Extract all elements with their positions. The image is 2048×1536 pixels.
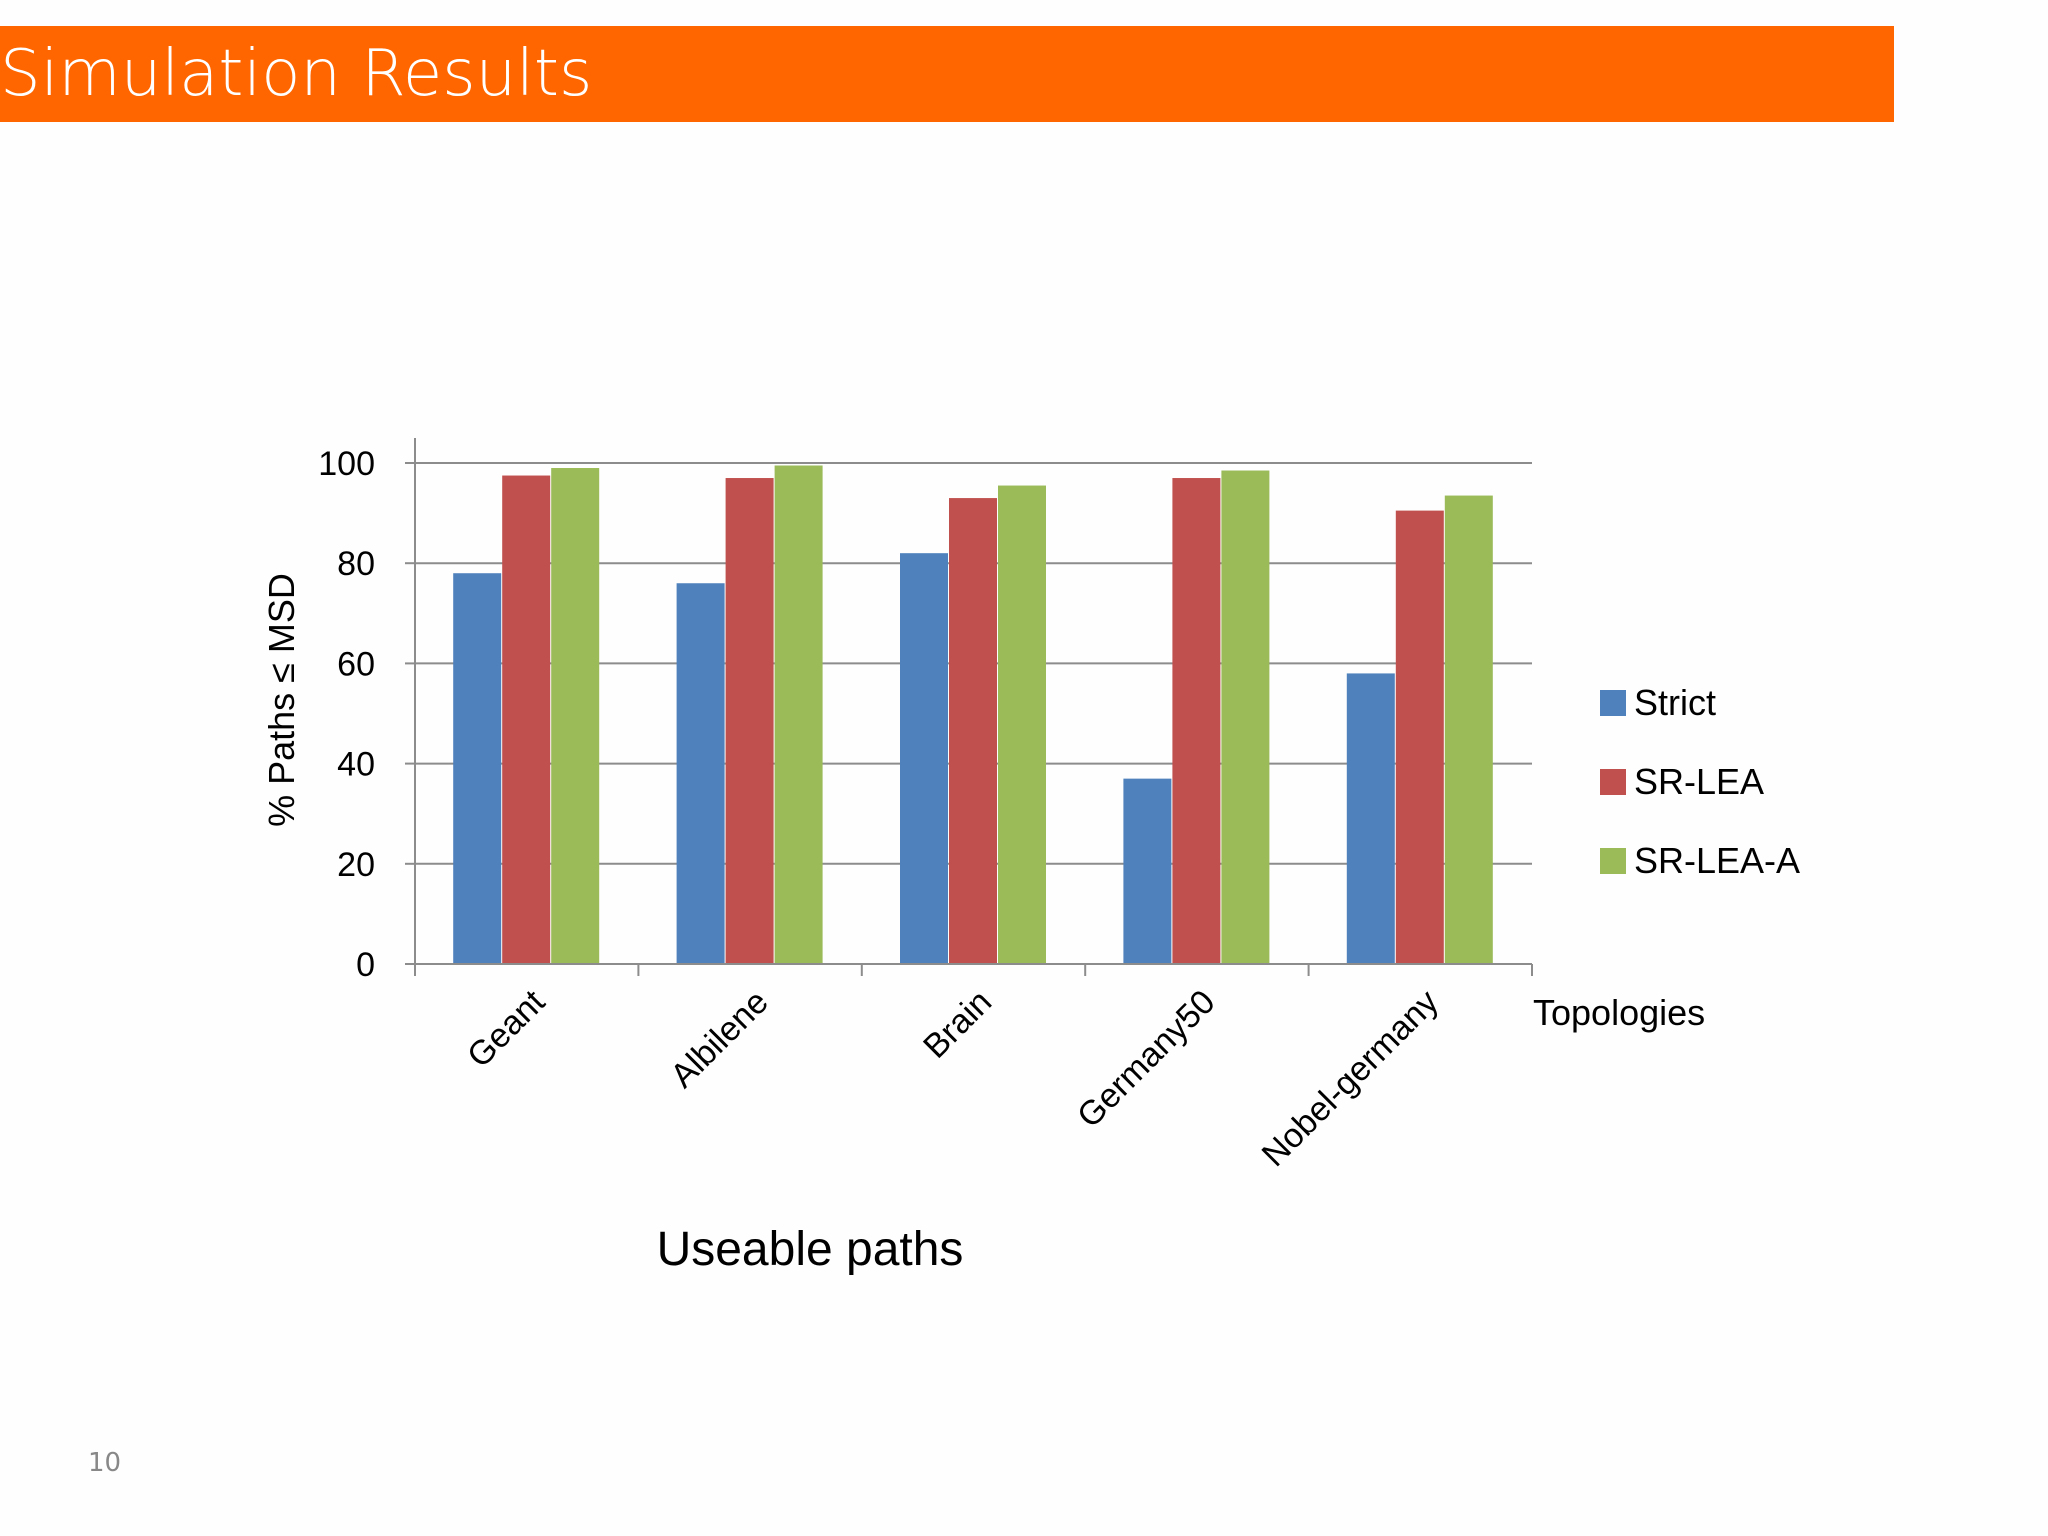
bar: [1123, 778, 1172, 964]
bars: [453, 465, 1493, 964]
slide-title: Simulation Results: [0, 37, 593, 111]
bar: [1395, 510, 1444, 964]
y-tick-label: 60: [337, 645, 375, 683]
x-tick-label: Nobel-germany: [1255, 983, 1446, 1174]
bar: [676, 583, 725, 964]
legend-swatch: [1600, 690, 1626, 716]
legend-label: SR-LEA-A: [1634, 840, 1800, 881]
y-tick-label: 20: [337, 846, 375, 884]
bar: [725, 478, 774, 964]
chart-caption: Useable paths: [656, 1223, 964, 1276]
bar: [1346, 673, 1395, 964]
bar: [1172, 478, 1221, 964]
bar: [1221, 470, 1270, 964]
bar: [502, 475, 551, 964]
y-tick-label: 100: [318, 445, 375, 483]
bar: [949, 498, 997, 964]
bar: [551, 468, 600, 964]
y-axis-label: % Paths ≤ MSD: [261, 573, 302, 827]
page-number: 10: [88, 1448, 122, 1478]
x-axis-label: Topologies: [1533, 992, 1705, 1033]
legend-swatch: [1600, 769, 1626, 795]
y-tick-label: 80: [337, 545, 375, 583]
axes: [405, 438, 1533, 976]
bar: [1444, 495, 1493, 964]
legend-label: SR-LEA: [1634, 761, 1764, 802]
x-tick-label: Geant: [460, 982, 553, 1075]
title-bar: [0, 26, 1894, 122]
x-tick-label: Albilene: [663, 983, 775, 1095]
bar: [998, 485, 1046, 964]
legend: Strict SR-LEA SR-LEA-A: [1600, 682, 1800, 881]
bar: [900, 553, 948, 964]
legend-label: Strict: [1634, 682, 1716, 723]
x-tick-label: Brain: [916, 983, 999, 1066]
x-tick-label: Germany50: [1070, 983, 1222, 1135]
y-tick-label: 40: [337, 746, 375, 784]
y-tick-label: 0: [356, 946, 375, 984]
legend-swatch: [1600, 848, 1626, 874]
bar: [774, 465, 823, 964]
bar: [453, 573, 502, 964]
